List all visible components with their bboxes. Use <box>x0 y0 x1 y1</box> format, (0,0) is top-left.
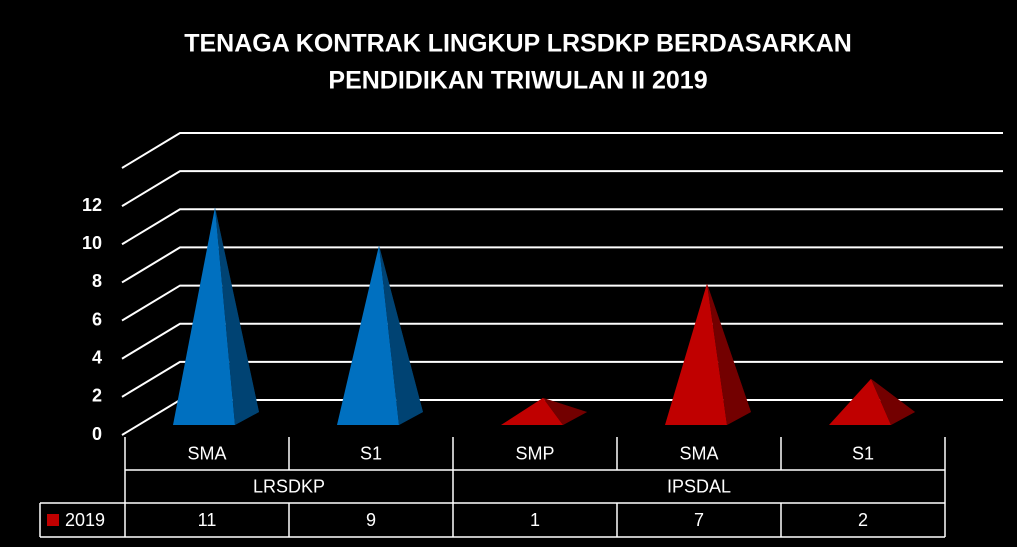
grid-line <box>121 208 1003 246</box>
pyramid <box>501 397 563 425</box>
y-tick-label: 2 <box>92 386 102 406</box>
grid-line <box>121 322 1003 360</box>
pyramid-side <box>543 397 587 425</box>
pyramid-shade <box>707 283 751 425</box>
x-tick-label: S1 <box>360 443 382 463</box>
grid-line <box>121 170 1003 207</box>
pyramid-side <box>215 207 259 425</box>
group-label: LRSDKP <box>253 476 325 496</box>
data-table-value: 7 <box>694 510 704 530</box>
pyramid-shade <box>543 397 587 425</box>
y-tick-label: 12 <box>82 195 102 215</box>
legend-swatch <box>47 514 59 526</box>
grid-line <box>121 132 1003 169</box>
pyramid-side <box>871 378 915 425</box>
pyramid <box>665 283 727 425</box>
grid-line <box>121 284 1003 322</box>
x-tick-label: SMP <box>515 443 554 463</box>
legend-label: 2019 <box>65 510 105 530</box>
pyramid <box>173 207 235 425</box>
data-table-value: 11 <box>198 510 217 530</box>
data-table-value: 2 <box>858 510 868 530</box>
x-tick-label: SMA <box>679 443 718 463</box>
pyramid-side <box>707 283 751 425</box>
pyramid-side <box>379 245 423 425</box>
y-tick-label: 6 <box>92 309 102 329</box>
pyramid-shade <box>215 207 259 425</box>
pyramid <box>337 245 399 425</box>
pyramid-shade <box>871 378 915 425</box>
x-tick-label: SMA <box>187 443 226 463</box>
chart-title: TENAGA KONTRAK LINGKUP LRSDKP BERDASARKA… <box>184 30 852 58</box>
data-table-value: 9 <box>366 510 376 530</box>
pyramid <box>829 378 891 425</box>
y-tick-label: 0 <box>92 424 102 444</box>
group-label: IPSDAL <box>667 476 731 496</box>
y-tick-label: 8 <box>92 271 102 291</box>
y-tick-label: 10 <box>82 233 102 253</box>
pyramid-shade <box>379 245 423 425</box>
y-tick-label: 4 <box>92 347 102 367</box>
x-tick-label: S1 <box>852 443 874 463</box>
chart-title: PENDIDIKAN TRIWULAN II 2019 <box>328 67 707 95</box>
data-table-value: 1 <box>530 510 540 530</box>
grid-line <box>121 246 1003 284</box>
